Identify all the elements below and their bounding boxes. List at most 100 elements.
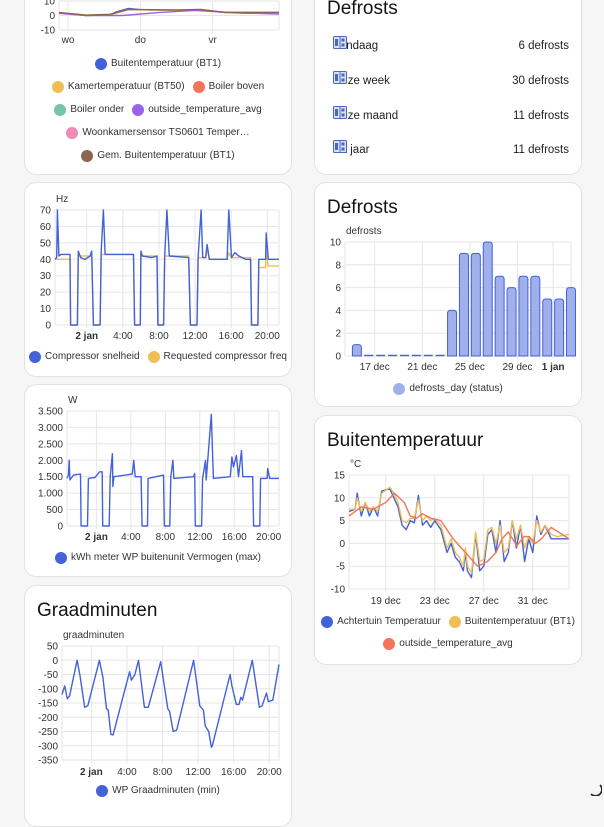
bar[interactable] — [506, 287, 517, 357]
legend-item[interactable]: outside_temperature_avg — [383, 637, 513, 650]
x-tick-label: 4:00 — [113, 331, 133, 342]
defrost-stat-row[interactable]: Dit jaar 11 defrosts — [333, 140, 569, 160]
legend-label: Buitentemperatuur (BT1) — [110, 58, 222, 69]
series-line[interactable] — [349, 486, 570, 574]
x-tick-label: 16:00 — [219, 331, 244, 342]
legend-color-dot-icon — [448, 615, 461, 628]
legend-item[interactable]: outside_temperature_avg — [132, 103, 262, 116]
power-legend: kWh meter WP buitenunit Vermogen (max) — [25, 551, 291, 564]
legend-item[interactable]: Boiler boven — [192, 80, 264, 93]
bar[interactable] — [566, 287, 576, 357]
counter-icon — [333, 106, 347, 119]
y-tick-label: 0 — [339, 539, 345, 550]
legend-item[interactable]: kWh meter WP buitenunit Vermogen (max) — [55, 551, 261, 564]
legend-item[interactable]: Boiler onder — [54, 103, 124, 116]
x-tick-label: vr — [209, 35, 218, 46]
y-tick-label: 0 — [45, 321, 51, 332]
graadminuten-chart[interactable]: 50 0 -50 -100 -150 -200 -250 -300 -350 2 jan 4:00 8… — [25, 586, 291, 826]
x-tick-label: 25 dec — [455, 362, 485, 373]
bar[interactable] — [530, 275, 541, 357]
x-tick-label: do — [135, 35, 147, 46]
temperatures-chart[interactable]: 10 0 -10 wo do vr — [25, 0, 291, 174]
legend-item[interactable]: Buitentemperatuur (BT1) — [94, 57, 222, 70]
legend-color-dot-icon — [66, 126, 79, 139]
legend-item[interactable]: Buitentemperatuur (BT1) — [448, 615, 575, 628]
defrost-stat-label: Deze week — [333, 75, 390, 87]
y-tick-label: 10 — [334, 493, 346, 504]
bar[interactable] — [494, 275, 505, 357]
legend-label: WP Graadminuten (min) — [112, 785, 220, 796]
bar[interactable] — [542, 298, 553, 357]
y-tick-label: 0 — [49, 11, 55, 22]
legend-item[interactable]: Gem. Buitentemperatuur (BT1) — [81, 149, 235, 162]
defrost-chart[interactable]: 10 8 6 4 2 0 17 dec 21 dec 25 dec 29 dec 1 jan defr… — [315, 183, 581, 406]
bar[interactable] — [470, 252, 481, 357]
series-line[interactable] — [58, 8, 279, 16]
defrost-stat-value: 11 defrosts — [512, 144, 569, 156]
compressor-chart[interactable]: 70 60 50 40 30 20 10 0 2 jan 4:00 8:00 12:00 16:00 20… — [25, 183, 291, 376]
y-axis-unit-label: graadminuten — [63, 630, 124, 641]
series-line[interactable] — [55, 248, 279, 326]
defrost-stat-row[interactable]: Deze week 30 defrosts — [333, 71, 569, 91]
counter-icon — [333, 71, 347, 84]
legend-color-dot-icon — [321, 615, 334, 628]
graadminuten-legend: WP Graadminuten (min) — [25, 784, 291, 797]
y-tick-label: 10 — [40, 304, 52, 315]
legend-color-dot-icon — [383, 637, 396, 650]
defrost-stat-label: Deze maand — [333, 110, 399, 122]
legend-color-dot-icon — [147, 350, 160, 363]
legend-label: Compressor snelheid — [45, 351, 140, 362]
series-line[interactable] — [61, 659, 280, 748]
bar[interactable] — [554, 298, 565, 357]
x-tick-label: 8:00 — [149, 331, 169, 342]
y-tick-label: 40 — [40, 255, 52, 266]
bar[interactable] — [447, 309, 458, 357]
x-tick-label: 2 jan — [85, 532, 108, 543]
x-tick-label: 17 dec — [360, 362, 390, 373]
y-tick-label: -10 — [41, 26, 56, 37]
defrost-chart-legend: defrosts_day (status) — [315, 382, 581, 395]
x-tick-label: 23 dec — [420, 596, 450, 607]
legend-item[interactable]: Requested compressor freq — [147, 350, 287, 363]
outside-temperature-title: Buitentemperatuur — [327, 430, 484, 451]
legend-item[interactable]: WP Graadminuten (min) — [96, 784, 220, 797]
series-line[interactable] — [348, 492, 570, 567]
x-tick-label: 12:00 — [183, 331, 208, 342]
power-chart[interactable]: 3.500 3.000 2.500 2.000 1.500 1.000 500 0 2 jan 4… — [25, 385, 291, 576]
defrost-stats-title: Defrosts — [327, 0, 398, 19]
legend-label: kWh meter WP buitenunit Vermogen (max) — [71, 552, 261, 563]
legend-color-dot-icon — [29, 350, 42, 363]
y-tick-label: 3.500 — [38, 407, 63, 418]
legend-color-dot-icon — [393, 382, 406, 395]
bar[interactable] — [518, 275, 529, 357]
counter-icon — [333, 36, 347, 49]
x-tick-label: 4:00 — [121, 532, 141, 543]
legend-item[interactable]: Kamertemperatuur (BT50) — [51, 80, 185, 93]
defrost-stat-row[interactable]: Deze maand 11 defrosts — [333, 106, 569, 126]
y-tick-label: 10 — [44, 0, 56, 8]
bar[interactable] — [458, 252, 469, 357]
x-tick-label: wo — [61, 35, 75, 46]
legend-item[interactable]: Achtertuin Temperatuur — [321, 615, 441, 628]
legend-item[interactable]: Woonkamersensor TS0601 Temper… — [66, 126, 250, 139]
bar[interactable] — [351, 344, 362, 357]
series-line[interactable] — [54, 209, 279, 326]
x-tick-label: 16:00 — [222, 532, 247, 543]
defrost-stat-row[interactable]: Vandaag 6 defrosts — [333, 36, 569, 56]
y-tick-label: -10 — [331, 585, 346, 596]
outside-temperature-card: Buitentemperatuur 15 10 5 0 -5 -10 19 dec 23 de… — [314, 415, 582, 665]
y-tick-label: 8 — [335, 260, 341, 271]
series-line[interactable] — [66, 413, 279, 527]
x-tick-label: 21 dec — [407, 362, 437, 373]
y-tick-label: -100 — [38, 684, 58, 695]
y-tick-label: 2.500 — [38, 439, 63, 450]
legend-item[interactable]: defrosts_day (status) — [393, 382, 503, 395]
outside-temperature-chart[interactable]: 15 10 5 0 -5 -10 19 dec 23 dec 27 dec 31 dec °C — [315, 416, 581, 664]
legend-item[interactable]: Compressor snelheid — [29, 350, 140, 363]
bar[interactable] — [482, 241, 493, 357]
x-tick-label: 1 jan — [542, 362, 565, 373]
legend-label: defrosts_day (status) — [409, 383, 503, 394]
y-tick-label: -250 — [38, 727, 58, 738]
series-line[interactable] — [348, 488, 569, 579]
y-tick-label: 0 — [57, 522, 63, 533]
